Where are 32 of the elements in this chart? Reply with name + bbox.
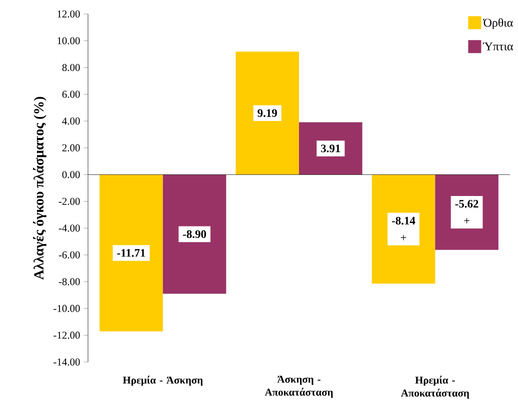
y-tick-label: 2.00: [62, 144, 80, 152]
y-tick-label: -6.00: [58, 251, 80, 258]
annotation: +: [464, 218, 470, 224]
legend-label: Ύπτια: [482, 42, 514, 50]
x-tick-label: Ηρεμία - Αποκατάσταση: [400, 376, 469, 399]
bar: [299, 122, 362, 175]
annotation: +: [400, 234, 406, 240]
y-tick-label: -4.00: [58, 224, 80, 232]
x-tick-label: Άσκηση - Αποκατάσταση: [264, 376, 333, 398]
y-tick-label: 10.00: [58, 37, 80, 44]
bar: [100, 174, 163, 332]
y-tick-label: -14.00: [54, 358, 80, 366]
y-tick-label: -12.00: [54, 332, 80, 339]
x-tick-label: Ηρεμία - Άσκηση: [122, 376, 203, 386]
y-tick-label: -10.00: [54, 304, 80, 312]
y-tick-label: 12.00: [58, 10, 80, 18]
y-tick-label: 8.00: [62, 64, 80, 72]
y-axis-title: Αλλαγές όγκου πλάσματος (%): [33, 96, 46, 280]
data-label: -8.14: [392, 216, 416, 225]
data-label: 3.91: [321, 144, 340, 152]
y-tick-label: -2.00: [58, 198, 80, 205]
data-label: -8.90: [183, 230, 206, 238]
legend-label: Όρθια: [482, 18, 513, 30]
data-label: -11.71: [117, 249, 146, 257]
y-tick-label: 6.00: [62, 90, 80, 98]
data-label: -5.62: [455, 200, 478, 208]
bar: [236, 52, 300, 175]
bar: [162, 174, 226, 294]
y-tick-label: 4.00: [62, 118, 80, 125]
y-tick-label: 0.00: [62, 171, 80, 178]
data-label: 9.19: [258, 109, 277, 117]
y-tick-label: -8.00: [58, 278, 80, 286]
